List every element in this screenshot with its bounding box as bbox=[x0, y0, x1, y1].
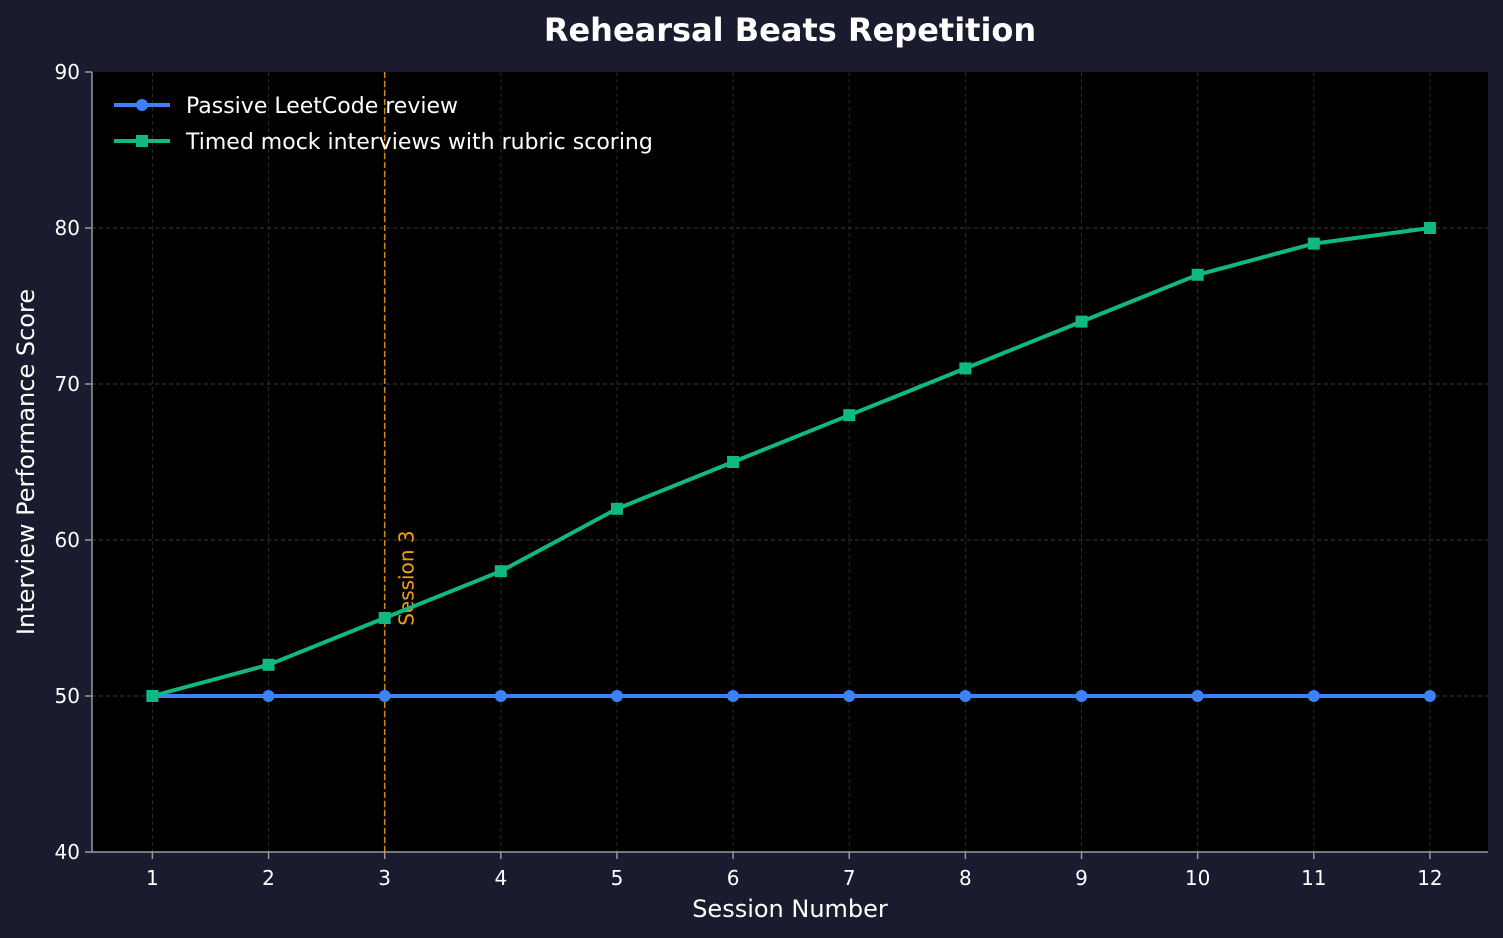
x-tick-label: 1 bbox=[146, 866, 159, 890]
x-tick-label: 8 bbox=[959, 866, 972, 890]
x-tick-label: 4 bbox=[494, 866, 507, 890]
data-point bbox=[610, 502, 623, 515]
data-point bbox=[610, 690, 623, 702]
x-tick-label: 5 bbox=[611, 866, 624, 890]
y-tick-label: 80 bbox=[55, 216, 80, 240]
data-point bbox=[1423, 690, 1436, 702]
data-point bbox=[959, 690, 972, 702]
y-axis-label: Interview Performance Score bbox=[12, 289, 40, 635]
data-point bbox=[1191, 690, 1204, 702]
data-point bbox=[146, 690, 159, 702]
data-point bbox=[494, 565, 507, 578]
x-tick-label: 2 bbox=[262, 866, 275, 890]
data-point bbox=[1307, 237, 1320, 250]
x-axis-label: Session Number bbox=[692, 895, 888, 923]
data-point bbox=[262, 690, 275, 702]
legend-label: Timed mock interviews with rubric scorin… bbox=[185, 130, 653, 155]
y-tick-label: 70 bbox=[55, 372, 80, 396]
x-tick-label: 12 bbox=[1417, 866, 1442, 890]
x-tick-label: 9 bbox=[1075, 866, 1088, 890]
data-point bbox=[262, 658, 275, 671]
data-point bbox=[843, 690, 856, 702]
y-tick-label: 50 bbox=[55, 684, 80, 708]
x-tick-label: 7 bbox=[843, 866, 856, 890]
x-tick-label: 3 bbox=[378, 866, 391, 890]
grid bbox=[92, 72, 1488, 852]
data-point bbox=[1075, 690, 1088, 702]
legend-swatch-marker bbox=[136, 99, 148, 111]
y-tick-label: 60 bbox=[55, 528, 80, 552]
chart-title: Rehearsal Beats Repetition bbox=[544, 11, 1036, 49]
plot-area bbox=[92, 72, 1488, 852]
data-point bbox=[727, 690, 740, 702]
axes bbox=[91, 72, 1488, 853]
y-tick-label: 90 bbox=[55, 60, 80, 84]
data-point bbox=[1191, 268, 1204, 281]
data-point bbox=[843, 409, 856, 422]
x-tick-label: 10 bbox=[1185, 866, 1210, 890]
series-line-2 bbox=[150, 226, 1432, 698]
x-tick-label: 11 bbox=[1301, 866, 1326, 890]
data-point bbox=[494, 690, 507, 702]
data-point bbox=[1423, 222, 1436, 234]
data-point bbox=[378, 690, 391, 702]
data-point bbox=[959, 362, 972, 375]
y-tick-label: 40 bbox=[55, 840, 80, 864]
x-tick-label: 6 bbox=[727, 866, 740, 890]
legend-label: Passive LeetCode review bbox=[186, 94, 458, 119]
series bbox=[146, 222, 1436, 702]
data-point bbox=[378, 612, 391, 624]
data-point bbox=[1075, 315, 1088, 328]
legend-swatch-marker bbox=[136, 135, 148, 147]
data-point bbox=[727, 456, 740, 468]
legend: Passive LeetCode review Timed mock interv… bbox=[114, 94, 653, 155]
data-point bbox=[1307, 690, 1320, 702]
